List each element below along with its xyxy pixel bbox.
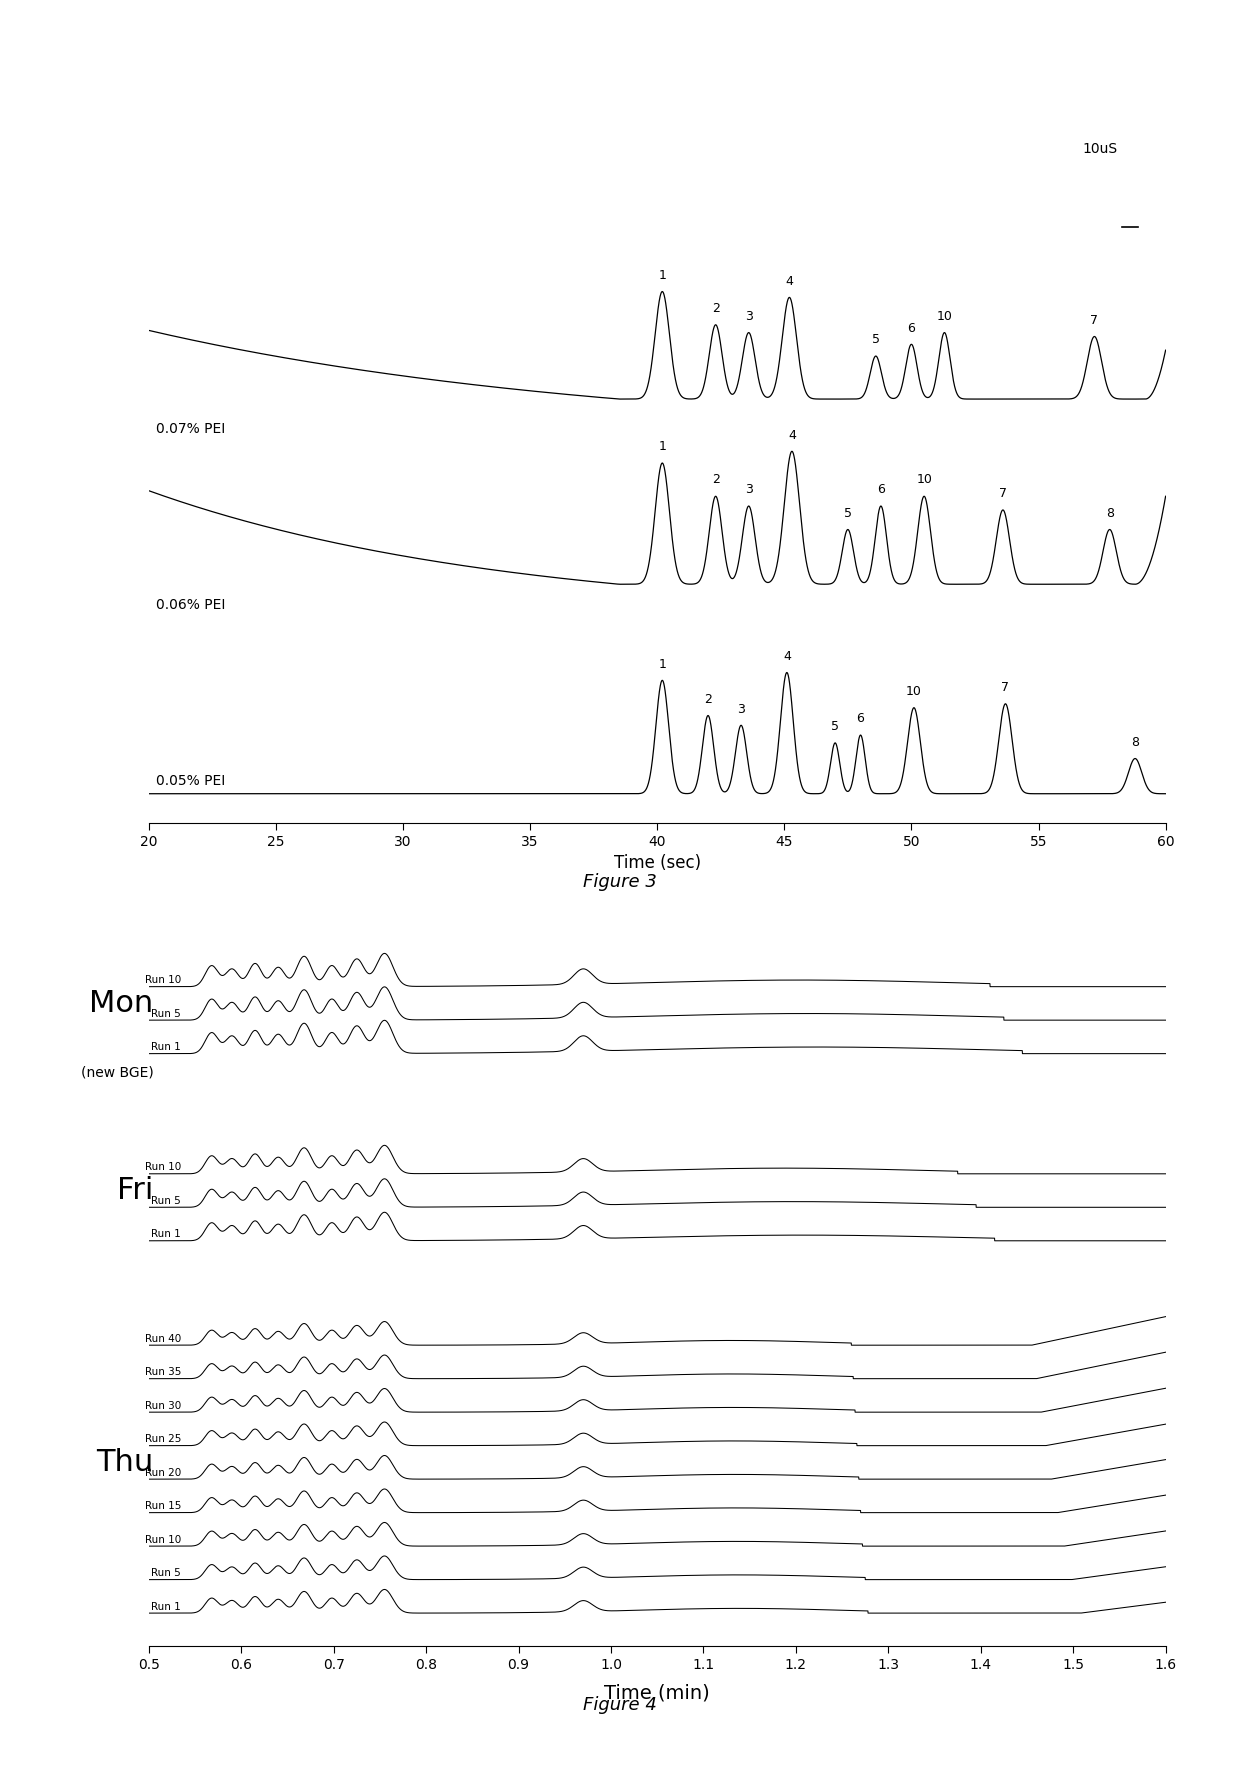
Text: 0.07% PEI: 0.07% PEI xyxy=(156,421,226,435)
Text: Run 5: Run 5 xyxy=(151,1009,181,1018)
Text: 4: 4 xyxy=(785,274,794,289)
Text: Run 1: Run 1 xyxy=(151,1043,181,1051)
Text: Run 25: Run 25 xyxy=(145,1434,181,1444)
Text: 2: 2 xyxy=(712,474,719,487)
Text: 7: 7 xyxy=(999,487,1007,501)
Text: 5: 5 xyxy=(831,720,839,733)
Text: 1: 1 xyxy=(658,658,666,671)
Text: Run 10: Run 10 xyxy=(145,1535,181,1545)
Text: Run 20: Run 20 xyxy=(145,1467,181,1478)
Text: 1: 1 xyxy=(658,441,666,453)
Text: 10: 10 xyxy=(936,310,952,322)
Text: Run 40: Run 40 xyxy=(145,1333,181,1343)
Text: 3: 3 xyxy=(737,703,745,715)
Text: 0.05% PEI: 0.05% PEI xyxy=(156,773,226,788)
X-axis label: Time (sec): Time (sec) xyxy=(614,855,701,873)
Text: 5: 5 xyxy=(844,506,852,520)
Text: Run 1: Run 1 xyxy=(151,1228,181,1239)
Text: 2: 2 xyxy=(704,692,712,706)
Text: 3: 3 xyxy=(745,310,753,322)
Text: 10uS: 10uS xyxy=(1083,142,1117,156)
Text: Run 5: Run 5 xyxy=(151,1197,181,1205)
Text: Mon: Mon xyxy=(89,989,154,1018)
Text: 8: 8 xyxy=(1131,736,1140,749)
Text: 3: 3 xyxy=(745,483,753,496)
Text: Figure 4: Figure 4 xyxy=(583,1696,657,1713)
Text: Figure 3: Figure 3 xyxy=(583,873,657,890)
Text: 7: 7 xyxy=(1090,313,1099,327)
Text: Run 15: Run 15 xyxy=(145,1501,181,1512)
Text: 8: 8 xyxy=(1106,506,1114,520)
Text: Thu: Thu xyxy=(97,1448,154,1476)
Text: 7: 7 xyxy=(1002,681,1009,694)
Text: 5: 5 xyxy=(872,333,880,347)
Text: 0.06% PEI: 0.06% PEI xyxy=(156,598,226,612)
X-axis label: Time (min): Time (min) xyxy=(604,1683,711,1703)
Text: 4: 4 xyxy=(787,428,796,441)
Text: Run 10: Run 10 xyxy=(145,1163,181,1172)
Text: Run 10: Run 10 xyxy=(145,975,181,986)
Text: 6: 6 xyxy=(877,483,885,496)
Text: Run 1: Run 1 xyxy=(151,1602,181,1611)
Text: 10: 10 xyxy=(906,685,921,697)
Text: (new BGE): (new BGE) xyxy=(81,1066,154,1080)
Text: 1: 1 xyxy=(658,269,666,281)
Text: Fri: Fri xyxy=(117,1175,154,1205)
Text: 10: 10 xyxy=(916,474,932,487)
Text: 2: 2 xyxy=(712,303,719,315)
Text: 6: 6 xyxy=(857,712,864,726)
Text: Run 35: Run 35 xyxy=(145,1366,181,1377)
Text: Run 30: Run 30 xyxy=(145,1400,181,1411)
Text: 6: 6 xyxy=(908,322,915,335)
Text: Run 5: Run 5 xyxy=(151,1568,181,1579)
Text: 4: 4 xyxy=(782,650,791,662)
